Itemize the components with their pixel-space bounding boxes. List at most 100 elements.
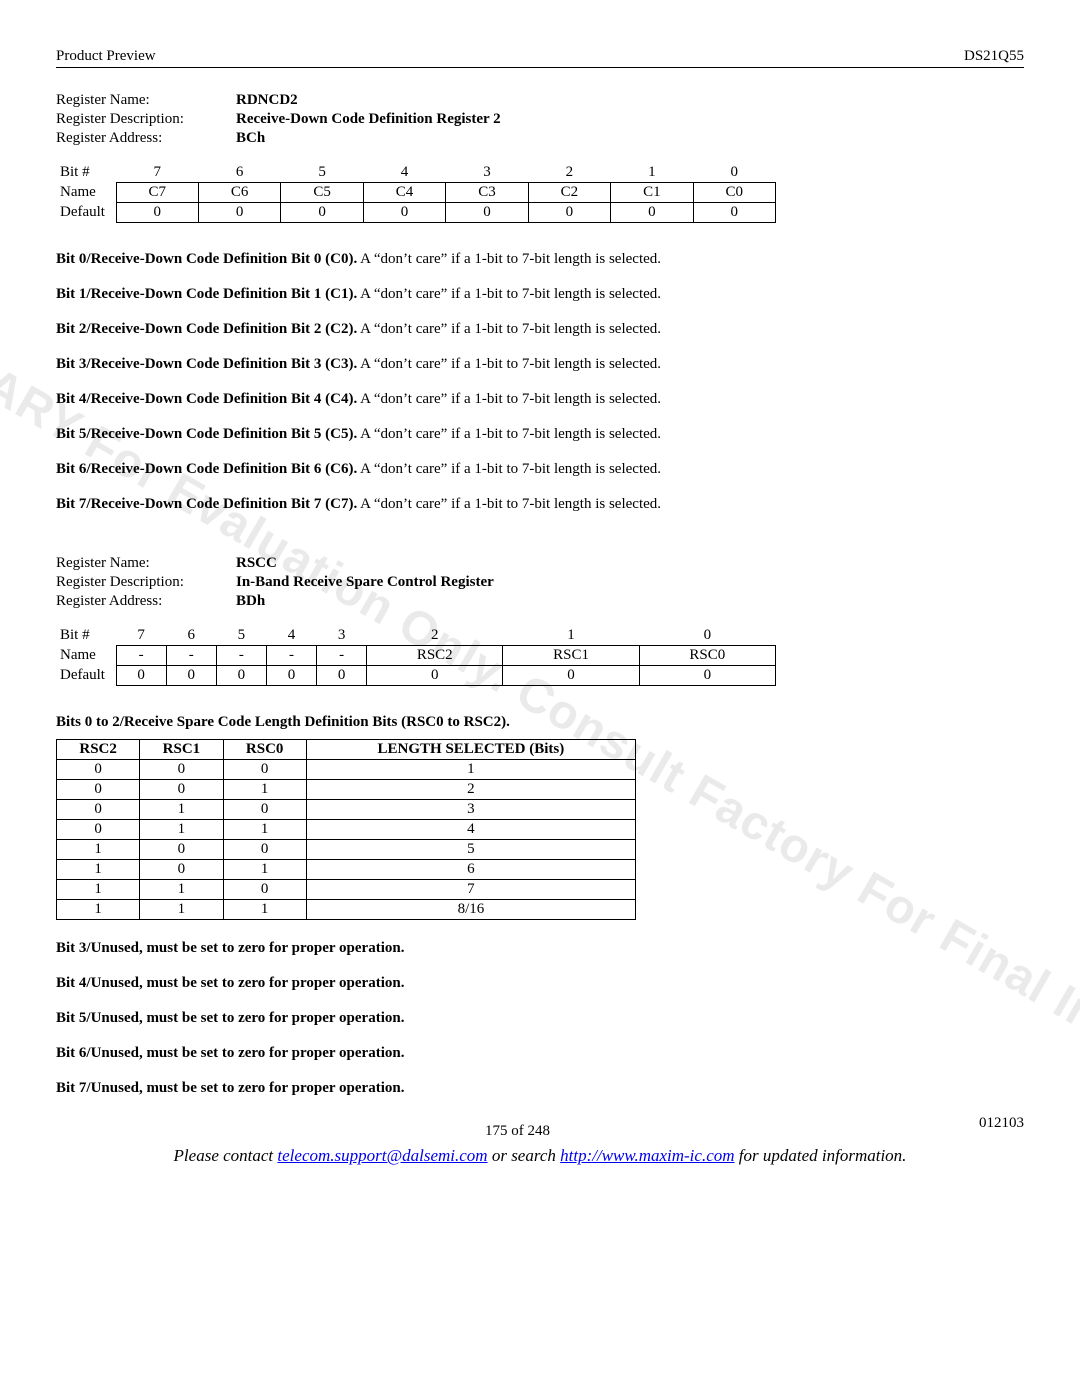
footer-pre: Please contact <box>174 1146 278 1165</box>
rsc-header: LENGTH SELECTED (Bits) <box>306 740 635 760</box>
reg2-bitnum-label: Bit # <box>56 626 116 646</box>
reg1-bitnum: 7 <box>116 163 198 183</box>
rsc-cell: 1 <box>223 820 306 840</box>
reg1-bitnum: 1 <box>611 163 693 183</box>
reg1-bit-desc-text: A “don’t care” if a 1-bit to 7-bit lengt… <box>357 321 661 337</box>
page-header: Product Preview DS21Q55 <box>56 48 1024 68</box>
reg2-desc-label: Register Description: <box>56 574 236 591</box>
reg1-bit-table: Bit # 7 6 5 4 3 2 1 0 Name C7 C6 C5 C4 C… <box>56 163 776 223</box>
rsc-header: RSC2 <box>57 740 140 760</box>
rsc-header: RSC1 <box>140 740 223 760</box>
rsc-cell: 7 <box>306 880 635 900</box>
reg1-bit-desc-bold: Bit 3/Receive-Down Code Definition Bit 3… <box>56 356 357 372</box>
reg2-bit-table: Bit # 7 6 5 4 3 2 1 0 Name - - - - - RSC… <box>56 626 776 686</box>
reg2-name-label: Register Name: <box>56 555 236 572</box>
rsc-cell: 0 <box>57 800 140 820</box>
rsc-cell: 1 <box>140 800 223 820</box>
rsc-cell: 4 <box>306 820 635 840</box>
header-left: Product Preview <box>56 48 156 65</box>
rsc-cell: 0 <box>57 820 140 840</box>
reg2-default-cell: 0 <box>367 666 503 686</box>
reg2-name-cell: - <box>116 646 166 666</box>
reg1-bitnum: 6 <box>198 163 280 183</box>
reg2-name-cell: - <box>266 646 316 666</box>
reg2-default-cell: 0 <box>166 666 216 686</box>
reg1-bit-desc-bold: Bit 4/Receive-Down Code Definition Bit 4… <box>56 391 357 407</box>
footer-mid: or search <box>488 1146 561 1165</box>
reg1-bit-desc-text: A “don’t care” if a 1-bit to 7-bit lengt… <box>357 356 661 372</box>
rsc-cell: 1 <box>140 820 223 840</box>
reg1-default-cell: 0 <box>281 203 363 223</box>
reg1-bitnum: 0 <box>693 163 775 183</box>
rsc-cell: 0 <box>57 760 140 780</box>
reg1-bit-desc-bold: Bit 1/Receive-Down Code Definition Bit 1… <box>56 286 357 302</box>
rsc-cell: 1 <box>57 880 140 900</box>
reg1-bit-desc-text: A “don’t care” if a 1-bit to 7-bit lengt… <box>357 461 661 477</box>
reg1-name-cell: C5 <box>281 183 363 203</box>
reg1-bit-desc-text: A “don’t care” if a 1-bit to 7-bit lengt… <box>357 286 661 302</box>
reg1-bit-desc-bold: Bit 7/Receive-Down Code Definition Bit 7… <box>56 496 357 512</box>
reg2-default-cell: 0 <box>266 666 316 686</box>
footer-url-link[interactable]: http://www.maxim-ic.com <box>560 1146 734 1165</box>
reg2-unused-desc: Bit 5/Unused, must be set to zero for pr… <box>56 1010 1024 1027</box>
rsc-length-table: RSC2 RSC1 RSC0 LENGTH SELECTED (Bits) 00… <box>56 739 636 920</box>
reg2-unused-bold: Bit 5/Unused, must be set to zero for pr… <box>56 1010 404 1026</box>
footer-post: for updated information. <box>735 1146 907 1165</box>
rsc-cell: 1 <box>140 880 223 900</box>
reg1-name-label: Register Name: <box>56 92 236 109</box>
reg1-bit-desc-bold: Bit 2/Receive-Down Code Definition Bit 2… <box>56 321 357 337</box>
reg2-default-cell: 0 <box>116 666 166 686</box>
reg1-bit-desc: Bit 0/Receive-Down Code Definition Bit 0… <box>56 251 1024 268</box>
rsc-row: 1118/16 <box>57 900 636 920</box>
reg2-name-cell: RSC0 <box>639 646 775 666</box>
rsc-cell: 1 <box>57 900 140 920</box>
rsc-row: 0103 <box>57 800 636 820</box>
reg2-bitnum: 5 <box>216 626 266 646</box>
reg1-addr: BCh <box>236 130 265 147</box>
rsc-cell: 1 <box>223 780 306 800</box>
reg1-bit-desc: Bit 6/Receive-Down Code Definition Bit 6… <box>56 461 1024 478</box>
reg1-default-cell: 0 <box>363 203 445 223</box>
header-right: DS21Q55 <box>964 48 1024 65</box>
reg2-name-cell: - <box>166 646 216 666</box>
rsc-row: 0114 <box>57 820 636 840</box>
reg1-bit-desc: Bit 4/Receive-Down Code Definition Bit 4… <box>56 391 1024 408</box>
reg1-bit-desc: Bit 2/Receive-Down Code Definition Bit 2… <box>56 321 1024 338</box>
reg1-bitnum: 5 <box>281 163 363 183</box>
reg2-unused-desc: Bit 6/Unused, must be set to zero for pr… <box>56 1045 1024 1062</box>
reg2-unused-desc: Bit 4/Unused, must be set to zero for pr… <box>56 975 1024 992</box>
reg2-name: RSCC <box>236 555 277 572</box>
reg1-default-cell: 0 <box>116 203 198 223</box>
reg2-bitnum: 0 <box>639 626 775 646</box>
page-number: 175 of 248 <box>485 1123 550 1140</box>
rsc-cell: 0 <box>140 760 223 780</box>
rsc-cell: 2 <box>306 780 635 800</box>
reg2-bitnum: 2 <box>367 626 503 646</box>
rsc-cell: 1 <box>140 900 223 920</box>
footer-code: 012103 <box>979 1115 1024 1140</box>
rsc-cell: 0 <box>223 840 306 860</box>
reg2-name-cell: RSC2 <box>367 646 503 666</box>
rsc-cell: 1 <box>57 860 140 880</box>
reg2-name-cell: RSC1 <box>503 646 639 666</box>
reg1-name-cell: C7 <box>116 183 198 203</box>
reg2-default-cell: 0 <box>317 666 367 686</box>
reg1-name-cell: C4 <box>363 183 445 203</box>
rsc-cell: 1 <box>57 840 140 860</box>
reg1-default-cell: 0 <box>446 203 528 223</box>
rsc-cell: 5 <box>306 840 635 860</box>
reg1-name-cell: C3 <box>446 183 528 203</box>
rsc-cell: 0 <box>140 780 223 800</box>
rsc-row: 1107 <box>57 880 636 900</box>
rsc-cell: 1 <box>223 860 306 880</box>
reg1-addr-label: Register Address: <box>56 130 236 147</box>
rsc-cell: 3 <box>306 800 635 820</box>
reg2-unused-bold: Bit 6/Unused, must be set to zero for pr… <box>56 1045 404 1061</box>
rsc-cell: 6 <box>306 860 635 880</box>
reg2-unused-bold: Bit 3/Unused, must be set to zero for pr… <box>56 940 404 956</box>
reg1-bit-desc: Bit 1/Receive-Down Code Definition Bit 1… <box>56 286 1024 303</box>
reg2-unused-desc: Bit 3/Unused, must be set to zero for pr… <box>56 940 1024 957</box>
rsc-row: 1005 <box>57 840 636 860</box>
reg1-default-cell: 0 <box>198 203 280 223</box>
footer-email-link[interactable]: telecom.support@dalsemi.com <box>277 1146 487 1165</box>
